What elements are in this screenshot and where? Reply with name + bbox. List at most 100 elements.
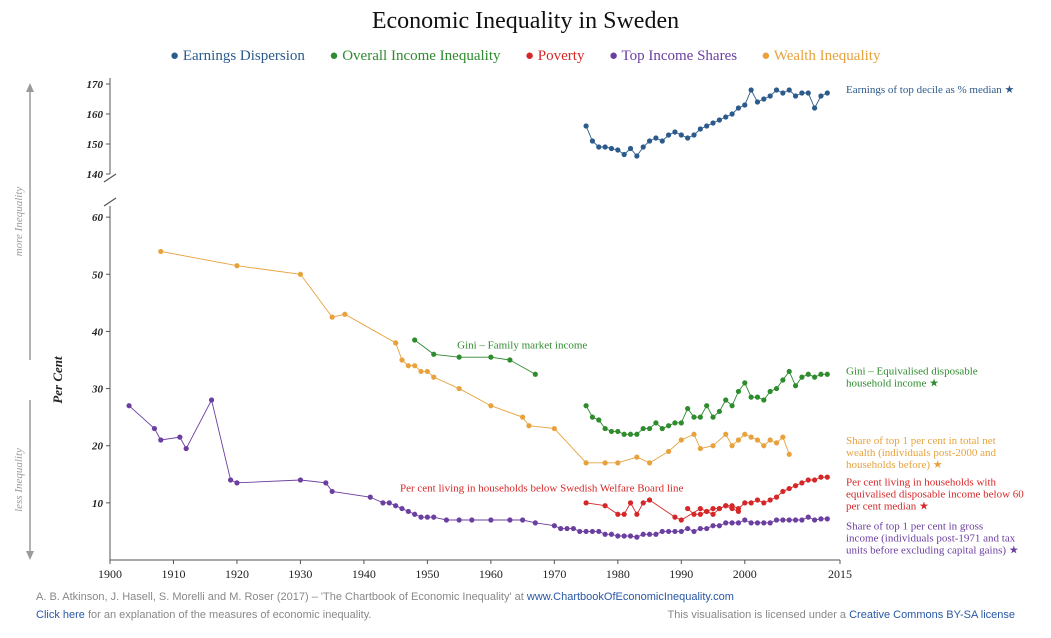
data-point	[622, 512, 627, 517]
data-point	[418, 369, 423, 374]
data-point	[628, 432, 633, 437]
data-point	[234, 263, 239, 268]
x-tick-label: 1960	[479, 567, 503, 581]
series-wealth: Share of top 1 per cent in total netweal…	[158, 249, 996, 471]
y-tick-label: 30	[91, 384, 104, 396]
data-point	[698, 506, 703, 511]
data-point	[622, 152, 627, 157]
y-axis-label: Per Cent	[50, 356, 65, 404]
data-point	[634, 535, 639, 540]
series-label: Share of top 1 per cent in grossincome (…	[846, 521, 1019, 557]
data-point	[679, 132, 684, 137]
data-point	[590, 415, 595, 420]
data-point	[780, 517, 785, 522]
data-point	[749, 87, 754, 92]
data-point	[228, 477, 233, 482]
x-tick-label: 1900	[98, 567, 122, 581]
data-point	[158, 249, 163, 254]
y-tick-label: 40	[91, 326, 104, 338]
data-point	[818, 372, 823, 377]
footer-link[interactable]: Creative Commons BY-SA license	[849, 609, 1015, 621]
data-point	[825, 372, 830, 377]
data-point	[590, 529, 595, 534]
data-point	[660, 426, 665, 431]
data-point	[806, 477, 811, 482]
data-point	[742, 432, 747, 437]
data-point	[552, 426, 557, 431]
data-point	[647, 497, 652, 502]
data-point	[507, 517, 512, 522]
data-point	[806, 515, 811, 520]
data-point	[774, 440, 779, 445]
y-tick-label: 60	[92, 212, 104, 224]
series-gini_disp: Gini – Equivalised disposablehousehold i…	[583, 365, 977, 437]
series-line	[688, 477, 828, 514]
data-point	[812, 477, 817, 482]
data-point	[653, 532, 658, 537]
data-point	[393, 503, 398, 508]
data-point	[583, 529, 588, 534]
data-point	[406, 509, 411, 514]
data-point	[679, 420, 684, 425]
series-gini_market: Gini – Family market income	[412, 337, 587, 376]
data-point	[793, 483, 798, 488]
data-point	[533, 372, 538, 377]
y-tick-label: 10	[92, 498, 104, 510]
footer-explain: Click here for an explanation of the mea…	[36, 609, 371, 621]
data-point	[679, 529, 684, 534]
x-tick-label: 2000	[733, 567, 757, 581]
data-point	[406, 363, 411, 368]
data-point	[647, 532, 652, 537]
data-point	[774, 517, 779, 522]
data-point	[704, 123, 709, 128]
y-tick-label: 140	[87, 169, 104, 181]
data-point	[793, 383, 798, 388]
arrow-less-label: less Inequality	[13, 448, 25, 512]
data-point	[418, 515, 423, 520]
data-point	[596, 144, 601, 149]
data-point	[520, 517, 525, 522]
data-point	[787, 87, 792, 92]
data-point	[704, 526, 709, 531]
data-point	[761, 96, 766, 101]
data-point	[799, 375, 804, 380]
data-point	[749, 500, 754, 505]
data-point	[660, 138, 665, 143]
data-point	[666, 529, 671, 534]
data-point	[666, 423, 671, 428]
series-label: Gini – Family market income	[457, 340, 587, 352]
data-point	[755, 497, 760, 502]
chart-title: Economic Inequality in Sweden	[372, 8, 679, 34]
data-point	[723, 397, 728, 402]
data-point	[698, 446, 703, 451]
data-point	[653, 135, 658, 140]
footer-link[interactable]: Click here	[36, 609, 85, 621]
data-point	[729, 503, 734, 508]
data-point	[380, 500, 385, 505]
series-label: Per cent living in households withequiva…	[846, 477, 1024, 513]
data-point	[469, 517, 474, 522]
series-line	[129, 400, 827, 537]
data-point	[615, 533, 620, 538]
data-point	[583, 460, 588, 465]
data-point	[717, 523, 722, 528]
data-point	[704, 403, 709, 408]
data-point	[825, 475, 830, 480]
data-point	[799, 517, 804, 522]
footer-link[interactable]: www.ChartbookOfEconomicInequality.com	[526, 591, 734, 603]
data-point	[691, 512, 696, 517]
data-point	[755, 99, 760, 104]
data-point	[571, 526, 576, 531]
data-point	[647, 426, 652, 431]
y-tick-label: 20	[91, 441, 104, 453]
data-point	[736, 520, 741, 525]
data-point	[399, 506, 404, 511]
data-point	[729, 443, 734, 448]
data-point	[774, 87, 779, 92]
data-point	[457, 355, 462, 360]
data-point	[425, 369, 430, 374]
series-label: Per cent living in households below Swed…	[400, 482, 683, 494]
data-point	[647, 460, 652, 465]
data-point	[818, 475, 823, 480]
data-point	[749, 435, 754, 440]
